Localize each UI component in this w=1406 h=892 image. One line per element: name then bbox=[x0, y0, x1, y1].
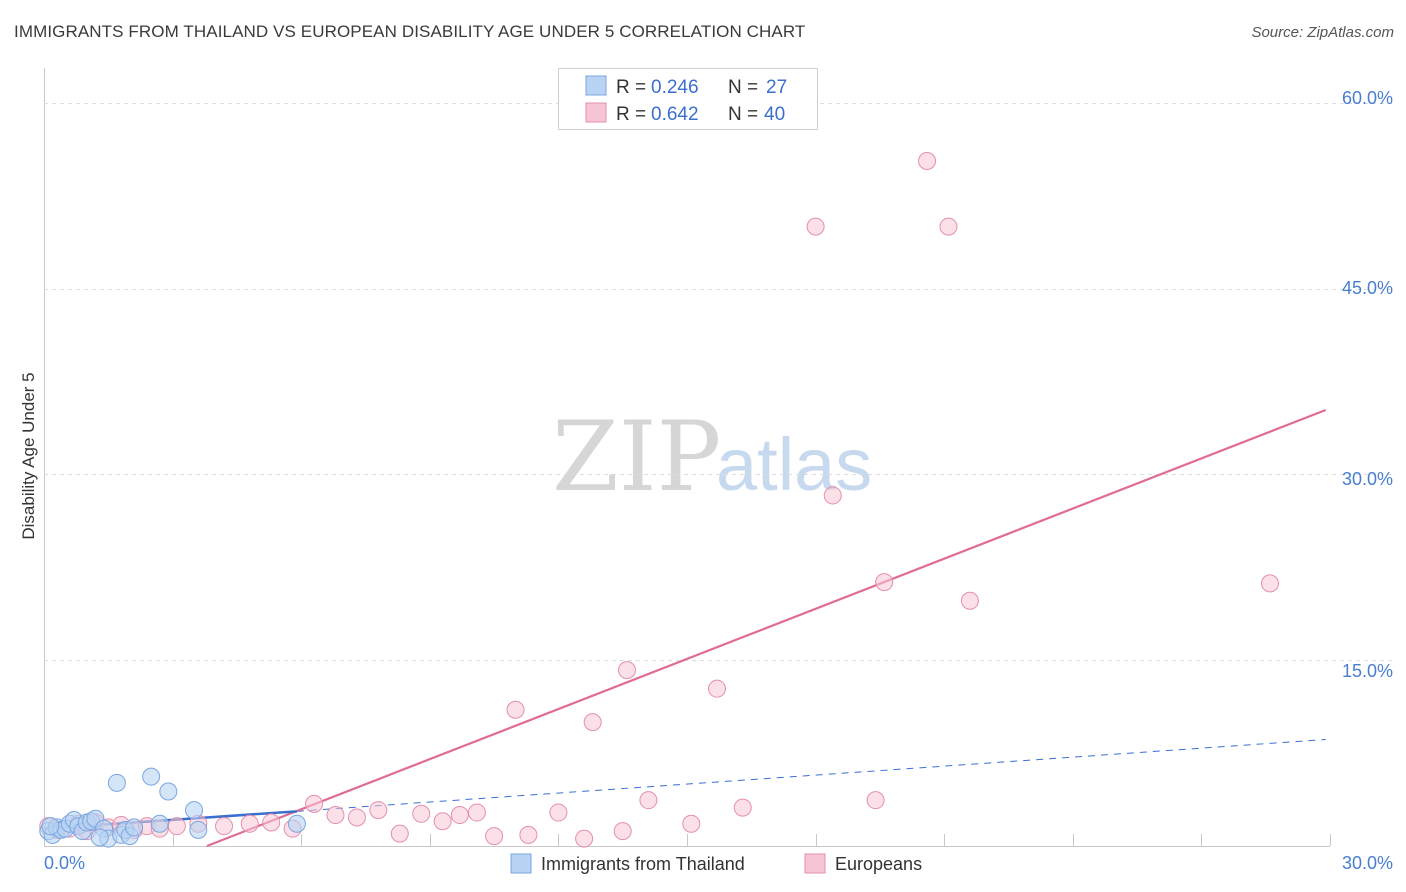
europeans-point bbox=[682, 814, 701, 833]
series-legend: Immigrants from Thailand Europeans bbox=[510, 853, 922, 874]
europeans-point bbox=[240, 814, 259, 833]
legend-r-label-thailand: R = bbox=[616, 77, 646, 98]
watermark-zip: ZIP bbox=[552, 401, 721, 513]
europeans-point bbox=[167, 817, 186, 836]
y-tick-label-15: 15.0% bbox=[1342, 661, 1393, 681]
europeans-point bbox=[450, 806, 469, 825]
europeans-point bbox=[806, 217, 825, 236]
legend-n-label-europeans: N = bbox=[728, 104, 758, 125]
europeans-point bbox=[617, 661, 636, 680]
europeans-point bbox=[939, 217, 958, 236]
legend-swatch-thailand bbox=[585, 75, 607, 96]
europeans-point bbox=[506, 700, 525, 719]
legend-n-label-thailand: N = bbox=[728, 77, 758, 98]
bottom-legend-label-thailand: Immigrants from Thailand bbox=[541, 854, 745, 874]
gridlines bbox=[44, 103, 1392, 661]
europeans-point bbox=[918, 151, 937, 170]
thailand-trend-dashed bbox=[296, 738, 1326, 812]
europeans-point bbox=[875, 573, 894, 592]
stats-legend: R = 0.246 N = 27 R = 0.642 N = 40 bbox=[558, 68, 818, 130]
europeans-point bbox=[823, 486, 842, 505]
thailand-point bbox=[287, 814, 306, 833]
thailand-point bbox=[189, 820, 208, 839]
source-credit: Source: ZipAtlas.com bbox=[1251, 24, 1394, 41]
legend-r-value-europeans: 0.642 bbox=[651, 104, 699, 125]
europeans-point bbox=[733, 798, 752, 817]
thailand-point bbox=[41, 817, 60, 836]
thailand-point bbox=[150, 814, 169, 833]
y-tick-label-60: 60.0% bbox=[1342, 88, 1393, 108]
thailand-point bbox=[159, 782, 178, 801]
europeans-point bbox=[613, 822, 632, 841]
y-tick-label-45: 45.0% bbox=[1342, 278, 1393, 298]
europeans-point bbox=[305, 794, 324, 813]
thailand-point bbox=[90, 828, 109, 847]
x-tick-label-max: 30.0% bbox=[1342, 853, 1393, 873]
europeans-point bbox=[866, 791, 885, 810]
thailand-point bbox=[107, 773, 126, 792]
europeans-point bbox=[519, 825, 538, 844]
chart-title: IMMIGRANTS FROM THAILAND VS EUROPEAN DIS… bbox=[14, 22, 806, 41]
europeans-trend-line bbox=[206, 408, 1327, 848]
x-minor-ticks bbox=[44, 834, 1331, 846]
legend-n-value-thailand: 27 bbox=[766, 77, 787, 98]
europeans-point bbox=[369, 801, 388, 820]
legend-r-value-thailand: 0.246 bbox=[651, 77, 699, 98]
x-tick-label-min: 0.0% bbox=[44, 853, 85, 873]
thailand-point bbox=[142, 767, 161, 786]
y-axis-label: Disability Age Under 5 bbox=[19, 372, 38, 539]
europeans-point bbox=[485, 827, 504, 846]
europeans-point bbox=[549, 803, 568, 822]
europeans-point bbox=[215, 817, 234, 836]
europeans-point bbox=[575, 829, 594, 848]
europeans-point bbox=[347, 808, 366, 827]
europeans-point bbox=[708, 679, 727, 698]
watermark-atlas: atlas bbox=[716, 423, 872, 506]
europeans-point bbox=[960, 591, 979, 610]
europeans-point bbox=[433, 812, 452, 831]
legend-r-label-europeans: R = bbox=[616, 104, 646, 125]
europeans-point bbox=[1260, 574, 1279, 593]
legend-n-value-europeans: 40 bbox=[764, 104, 785, 125]
europeans-point bbox=[583, 713, 602, 732]
europeans-point bbox=[262, 813, 281, 832]
bottom-legend-swatch-thailand bbox=[510, 853, 532, 874]
europeans-point bbox=[467, 803, 486, 822]
thailand-points bbox=[39, 767, 306, 848]
y-tick-label-30: 30.0% bbox=[1342, 469, 1393, 489]
europeans-point bbox=[390, 824, 409, 843]
thailand-point bbox=[185, 801, 204, 820]
europeans-point bbox=[326, 806, 345, 825]
europeans-point bbox=[412, 804, 431, 823]
thailand-point bbox=[125, 818, 144, 837]
legend-swatch-europeans bbox=[585, 102, 607, 123]
bottom-legend-label-europeans: Europeans bbox=[835, 854, 922, 874]
europeans-point bbox=[639, 791, 658, 810]
bottom-legend-swatch-europeans bbox=[804, 853, 826, 874]
